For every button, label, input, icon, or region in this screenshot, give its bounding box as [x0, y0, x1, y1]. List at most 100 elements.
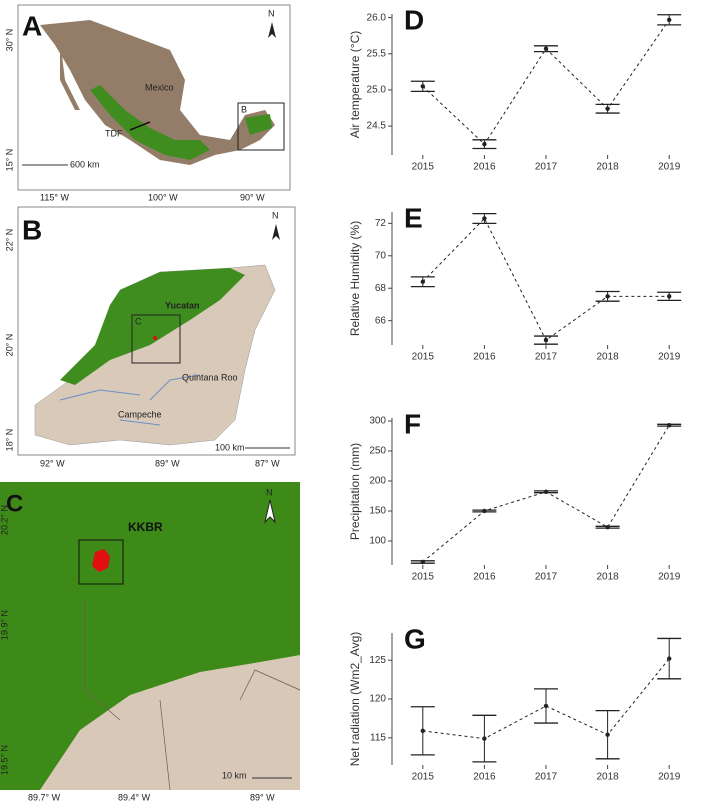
- map-label: Campeche: [118, 409, 162, 419]
- x-tick-label: 2019: [658, 772, 681, 783]
- y-axis-label: Precipitation (mm): [348, 443, 362, 540]
- lon-tick: 100° W: [148, 192, 178, 202]
- lat-tick: 15° N: [4, 149, 14, 172]
- map-label: Quintana Roo: [182, 372, 238, 382]
- point: [605, 525, 610, 530]
- x-tick-label: 2017: [535, 162, 558, 173]
- north: N: [268, 8, 275, 18]
- point: [605, 732, 610, 737]
- y-tick-label: 300: [369, 416, 386, 427]
- lon-tick: 87° W: [255, 458, 280, 468]
- y-tick-label: 24.5: [367, 121, 387, 132]
- panel-label: G: [404, 623, 426, 654]
- x-tick-label: 2019: [658, 572, 681, 583]
- x-tick-label: 2016: [473, 352, 496, 363]
- lon-tick: 90° W: [240, 192, 265, 202]
- trend-line: [422, 217, 670, 341]
- point: [482, 736, 487, 741]
- x-tick-label: 2017: [535, 572, 558, 583]
- inset-box: [237, 102, 285, 151]
- land: [40, 655, 300, 790]
- panel-label: E: [404, 202, 423, 233]
- tdf: [90, 85, 210, 160]
- x-tick-label: 2019: [658, 352, 681, 363]
- lon-tick: 89° W: [250, 792, 275, 802]
- point: [482, 508, 487, 514]
- point: [543, 46, 549, 51]
- rivers: [59, 374, 201, 426]
- north: N: [272, 210, 279, 220]
- x-tick-label: 2016: [473, 772, 496, 783]
- y-tick-label: 200: [369, 476, 386, 487]
- x-tick-label: 2015: [412, 352, 435, 363]
- land: [34, 264, 276, 446]
- panel-label: D: [404, 4, 424, 35]
- panel-label: A: [22, 10, 42, 41]
- x-tick-label: 2015: [412, 572, 435, 583]
- point: [420, 279, 425, 284]
- lat-tick: 19.9° N: [0, 610, 9, 640]
- yucatan-green: [245, 114, 272, 135]
- y-tick-label: 26.0: [367, 12, 387, 23]
- point: [543, 489, 549, 494]
- mexico: [40, 20, 275, 165]
- arrow: [129, 121, 151, 131]
- map-label: KKBR: [128, 520, 163, 534]
- y-tick-label: 68: [375, 283, 387, 294]
- panel-label: F: [404, 408, 421, 439]
- inset-box: [78, 539, 124, 585]
- map-label: Yucatan: [165, 300, 200, 310]
- y-tick-label: 115: [370, 732, 386, 743]
- y-tick-label: 250: [369, 446, 386, 457]
- lat-tick: 22° N: [4, 229, 14, 252]
- x-tick-label: 2019: [658, 162, 681, 173]
- boundaries: [84, 600, 301, 791]
- x-tick-label: 2018: [596, 352, 619, 363]
- scale-label: 100 km: [215, 442, 245, 452]
- y-tick-label: 120: [369, 694, 386, 705]
- point: [420, 559, 425, 565]
- x-tick-label: 2017: [535, 772, 558, 783]
- point: [667, 423, 672, 428]
- lon-tick: 89.4° W: [118, 792, 151, 802]
- panel-label: C: [6, 490, 23, 517]
- lon-tick: 92° W: [40, 458, 65, 468]
- map-b: B N Yucatan C Quintana Roo Campeche 100 …: [4, 206, 296, 468]
- point: [667, 656, 672, 661]
- y-axis-label: Air temperature (°C): [348, 31, 362, 139]
- north-arrow: [272, 224, 280, 240]
- point: [667, 294, 672, 299]
- kkbr-area: [92, 549, 110, 572]
- y-axis-label: Net radiation (Wm2_Avg): [348, 632, 362, 767]
- point: [482, 216, 487, 221]
- lon-tick: 89° W: [155, 458, 180, 468]
- lat-tick: 20° N: [4, 334, 14, 357]
- x-tick-label: 2016: [473, 572, 496, 583]
- y-axis-label: Relative Humidity (%): [348, 221, 362, 336]
- north-arrow: [268, 22, 276, 38]
- x-tick-label: 2018: [596, 772, 619, 783]
- y-tick-label: 66: [375, 315, 387, 326]
- scale-label: 10 km: [222, 770, 247, 780]
- green-area: [60, 268, 245, 385]
- point: [605, 106, 610, 111]
- lon-tick: 89.7° W: [28, 792, 61, 802]
- x-tick-label: 2015: [412, 772, 435, 783]
- scale-label: 600 km: [70, 159, 100, 169]
- map-a: A N Mexico TDF B 600 km 115° W 100° W 90…: [4, 4, 291, 202]
- map-label: B: [241, 104, 247, 114]
- panel-label: B: [22, 214, 42, 245]
- lat-tick: 30° N: [4, 29, 14, 52]
- x-tick-label: 2018: [596, 572, 619, 583]
- point: [605, 294, 610, 299]
- baja: [60, 40, 80, 110]
- map-c: C N KKBR 10 km 89.7° W 89.4° W 89° W 20.…: [0, 482, 301, 802]
- y-tick-label: 25.0: [367, 85, 387, 96]
- inset-box: [131, 314, 181, 364]
- site: [153, 336, 157, 340]
- x-tick-label: 2018: [596, 162, 619, 173]
- map-label: C: [135, 316, 142, 326]
- point: [667, 17, 672, 22]
- trend-line: [422, 19, 670, 145]
- point: [420, 728, 425, 734]
